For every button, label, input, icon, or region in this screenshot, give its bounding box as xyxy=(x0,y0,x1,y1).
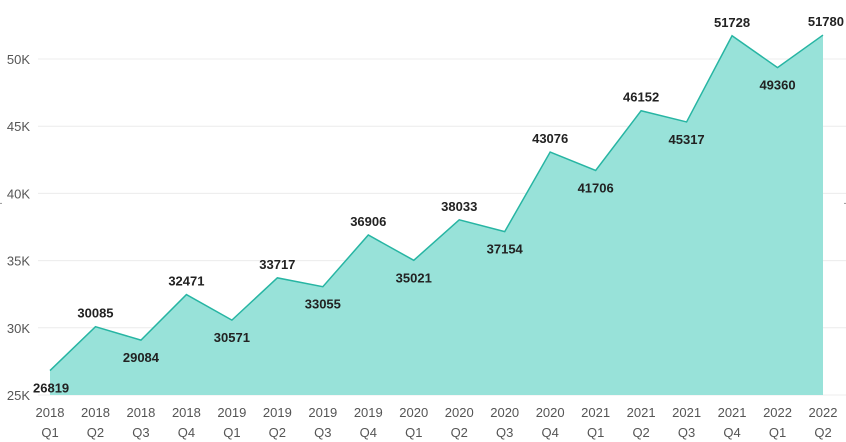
x-tick-year: 2020 xyxy=(445,405,474,420)
x-tick-quarter: Q3 xyxy=(678,425,695,440)
x-tick-quarter: Q3 xyxy=(132,425,149,440)
x-tick-year: 2020 xyxy=(490,405,519,420)
data-label: 26819 xyxy=(33,381,69,396)
x-tick-quarter: Q4 xyxy=(542,425,559,440)
x-tick-year: 2021 xyxy=(672,405,701,420)
data-label: 41706 xyxy=(578,180,614,195)
data-label: 32471 xyxy=(168,274,204,289)
data-label: 37154 xyxy=(487,242,524,257)
x-tick-year: 2020 xyxy=(399,405,428,420)
y-axis: 25K 30K 35K 40K 45K 50K xyxy=(7,52,30,403)
y-tick-label: 35K xyxy=(7,254,30,269)
x-tick-quarter: Q2 xyxy=(451,425,468,440)
x-tick-year: 2020 xyxy=(536,405,565,420)
x-tick-year: 2018 xyxy=(81,405,110,420)
series-line xyxy=(49,34,824,372)
x-tick-quarter: Q1 xyxy=(41,425,58,440)
x-tick-quarter: Q4 xyxy=(723,425,740,440)
data-label: 49360 xyxy=(759,78,795,93)
y-tick-label: 45K xyxy=(7,119,30,134)
x-axis: 2018 Q1 2018 Q2 2018 Q3 2018 Q4 2019 Q1 2019 Q2 2019… xyxy=(36,405,838,440)
area-fill xyxy=(50,35,823,395)
y-tick-label: 30K xyxy=(7,321,30,336)
y-tick-label: 40K xyxy=(7,186,30,201)
x-tick-year: 2019 xyxy=(263,405,292,420)
x-tick-year: 2018 xyxy=(172,405,201,420)
data-label: 36906 xyxy=(350,214,386,229)
x-tick-quarter: Q2 xyxy=(269,425,286,440)
x-tick-year: 2019 xyxy=(308,405,337,420)
x-tick-quarter: Q1 xyxy=(587,425,604,440)
x-tick-quarter: Q1 xyxy=(405,425,422,440)
data-label: 30085 xyxy=(77,306,113,321)
x-tick-quarter: Q2 xyxy=(814,425,831,440)
x-tick-year: 2018 xyxy=(126,405,155,420)
x-tick-year: 2021 xyxy=(627,405,656,420)
data-label: 45317 xyxy=(669,132,705,147)
data-label: 35021 xyxy=(396,270,432,285)
data-labels: 26819 30085 29084 32471 30571 33717 33055 36906… xyxy=(33,14,844,395)
data-label: 29084 xyxy=(123,350,160,365)
data-label: 51728 xyxy=(714,15,750,30)
x-tick-quarter: Q3 xyxy=(314,425,331,440)
x-tick-quarter: Q3 xyxy=(496,425,513,440)
x-tick-year: 2021 xyxy=(718,405,747,420)
y-tick-label: 50K xyxy=(7,52,30,67)
x-tick-quarter: Q2 xyxy=(632,425,649,440)
data-label: 38033 xyxy=(441,199,477,214)
x-tick-year: 2022 xyxy=(809,405,838,420)
x-tick-year: 2022 xyxy=(763,405,792,420)
x-tick-year: 2019 xyxy=(354,405,383,420)
data-label: 30571 xyxy=(214,330,250,345)
x-tick-quarter: Q1 xyxy=(223,425,240,440)
y-tick-label: 25K xyxy=(7,388,30,403)
x-tick-quarter: Q4 xyxy=(178,425,195,440)
x-tick-year: 2018 xyxy=(36,405,65,420)
data-label: 33055 xyxy=(305,297,341,312)
x-tick-quarter: Q2 xyxy=(87,425,104,440)
area-layer xyxy=(49,34,824,395)
data-label: 46152 xyxy=(623,90,659,105)
x-tick-quarter: Q1 xyxy=(769,425,786,440)
data-label: 33717 xyxy=(259,257,295,272)
data-label: 43076 xyxy=(532,131,568,146)
x-tick-year: 2021 xyxy=(581,405,610,420)
x-tick-year: 2019 xyxy=(217,405,246,420)
data-label: 51780 xyxy=(808,14,844,29)
x-tick-quarter: Q4 xyxy=(360,425,377,440)
